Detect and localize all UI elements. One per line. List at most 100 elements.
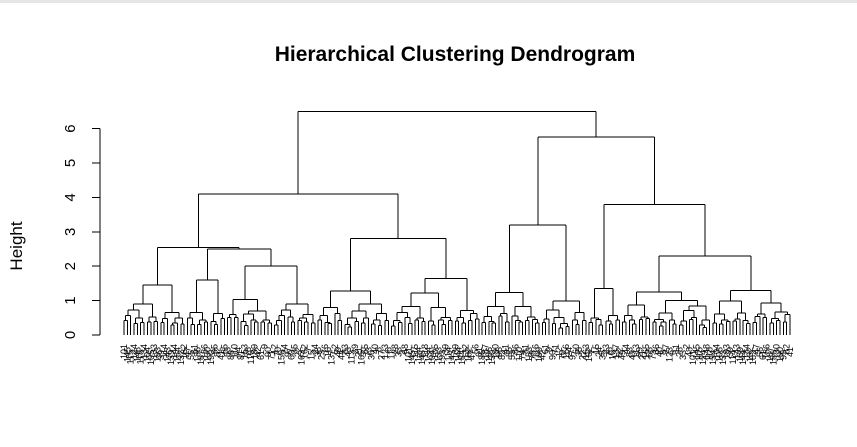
leaf-label: 105	[430, 344, 440, 359]
leaf-label: 42	[537, 350, 547, 360]
leaf-label: 118	[420, 344, 430, 358]
leaf-label: 29	[634, 347, 644, 357]
leaf-label: 145	[407, 350, 417, 365]
leaf-label: 116	[246, 350, 256, 364]
leaf-label: 132	[460, 344, 470, 359]
leaf-label: 139	[450, 344, 460, 359]
leaf-label: 85	[504, 347, 514, 357]
leaf-label: 114	[728, 350, 738, 364]
leaf-label: 22	[293, 347, 303, 357]
leaf-label: 113	[347, 350, 357, 364]
y-axis-label: Height	[7, 221, 26, 270]
leaf-label: 8	[373, 347, 383, 352]
leaf-label: 2	[681, 344, 691, 349]
leaf-label: 163	[296, 350, 306, 365]
leaf-label: 137	[326, 350, 336, 365]
leaf-label: 73	[363, 347, 373, 357]
y-tick-label: 4	[62, 193, 79, 201]
leaf-label: 15	[591, 344, 601, 354]
leaf-label: 193	[152, 347, 162, 362]
leaf-label: 41	[501, 344, 511, 354]
leaf-label: 41	[216, 350, 226, 360]
leaf-label: 130	[487, 350, 497, 365]
y-tick-label: 0	[62, 331, 79, 339]
leaf-label: 9	[544, 347, 554, 352]
leaf-label: 36	[651, 344, 661, 354]
leaf-label: 21	[638, 350, 648, 360]
leaf-label: 39	[725, 347, 735, 357]
leaf-label: 61	[189, 344, 199, 354]
leaf-label: 101	[688, 350, 698, 365]
leaf-label: 11	[387, 350, 397, 359]
leaf-label: 61	[256, 350, 266, 360]
leaf-label: 104	[427, 350, 437, 365]
leaf-label: 130	[203, 347, 213, 362]
leaf-label: 49	[618, 350, 628, 360]
leaf-label: 21	[353, 347, 363, 357]
top-rule	[0, 0, 857, 3]
leaf-label: 104	[711, 344, 721, 359]
leaf-label: 40	[370, 344, 380, 354]
leaf-label: 43	[628, 350, 638, 360]
leaf-label: 165	[357, 350, 367, 365]
leaf-label: 33	[678, 350, 688, 360]
leaf-label: 35	[574, 347, 584, 357]
leaf-label: 61	[758, 350, 768, 360]
leaf-label: 187	[480, 344, 490, 359]
leaf-label: 74	[517, 350, 527, 360]
leaf-label: 61	[541, 344, 551, 354]
leaf-label: 118	[705, 347, 715, 361]
leaf-label: 133	[718, 350, 728, 365]
leaf-label: 60	[571, 344, 581, 354]
leaf-label: 43	[343, 347, 353, 357]
leaf-label: 193	[721, 344, 731, 359]
leaf-label: 148	[417, 350, 427, 365]
leaf-label: 82	[497, 350, 507, 360]
leaf-label: 123	[380, 344, 390, 359]
leaf-label: 95	[494, 347, 504, 357]
leaf-label: 184	[741, 344, 751, 359]
leaf-label: 199	[534, 347, 544, 362]
y-tick-label: 6	[62, 124, 79, 132]
leaf-label: 42	[253, 347, 263, 357]
y-tick-label: 1	[62, 296, 79, 304]
leaf-label: 190	[490, 344, 500, 359]
leaf-label: 47	[467, 350, 477, 360]
leaf-label: 134	[708, 350, 718, 365]
leaf-label: 199	[250, 344, 260, 359]
leaf-label: 104	[142, 347, 152, 362]
leaf-label: 145	[691, 344, 701, 359]
leaf-label: 71	[551, 344, 561, 354]
leaf-label: 56	[755, 347, 765, 357]
leaf-label: 47	[183, 347, 193, 357]
leaf-label: 144	[738, 350, 748, 365]
leaf-label: 52	[330, 344, 340, 354]
leaf-label: 24	[594, 347, 604, 357]
leaf-label: 76	[604, 347, 614, 357]
leaf-label: 56	[470, 344, 480, 354]
leaf-label: 41	[785, 347, 795, 357]
leaf-label: 193	[437, 350, 447, 365]
dendrogram-tree	[123, 110, 791, 335]
leaf-label: 48	[685, 347, 695, 357]
leaf-label: 186	[477, 350, 487, 365]
leaf-label: 39	[156, 350, 166, 360]
leaf-label: 12	[554, 347, 564, 357]
leaf-label: 49	[333, 347, 343, 357]
leaf-label: 90	[547, 350, 557, 360]
leaf-label: 47	[752, 344, 762, 354]
leaf-label: 39	[440, 344, 450, 354]
leaf-label: 24	[310, 344, 320, 354]
leaf-label: 118	[136, 350, 146, 364]
leaf-label: 156	[276, 350, 286, 365]
leaf-label: 162	[300, 344, 310, 359]
leaf-label: 90	[263, 347, 273, 357]
leaf-label: 52	[614, 347, 624, 357]
leaf-label: 110	[229, 344, 239, 358]
chart-title: Hierarchical Clustering Dendrogram	[275, 43, 636, 66]
leaf-label: 78	[243, 347, 253, 357]
leaf-label: 134	[139, 344, 149, 359]
leaf-label: 82	[782, 344, 792, 354]
leaf-label: 101	[119, 344, 129, 359]
leaf-label: 78	[527, 350, 537, 360]
